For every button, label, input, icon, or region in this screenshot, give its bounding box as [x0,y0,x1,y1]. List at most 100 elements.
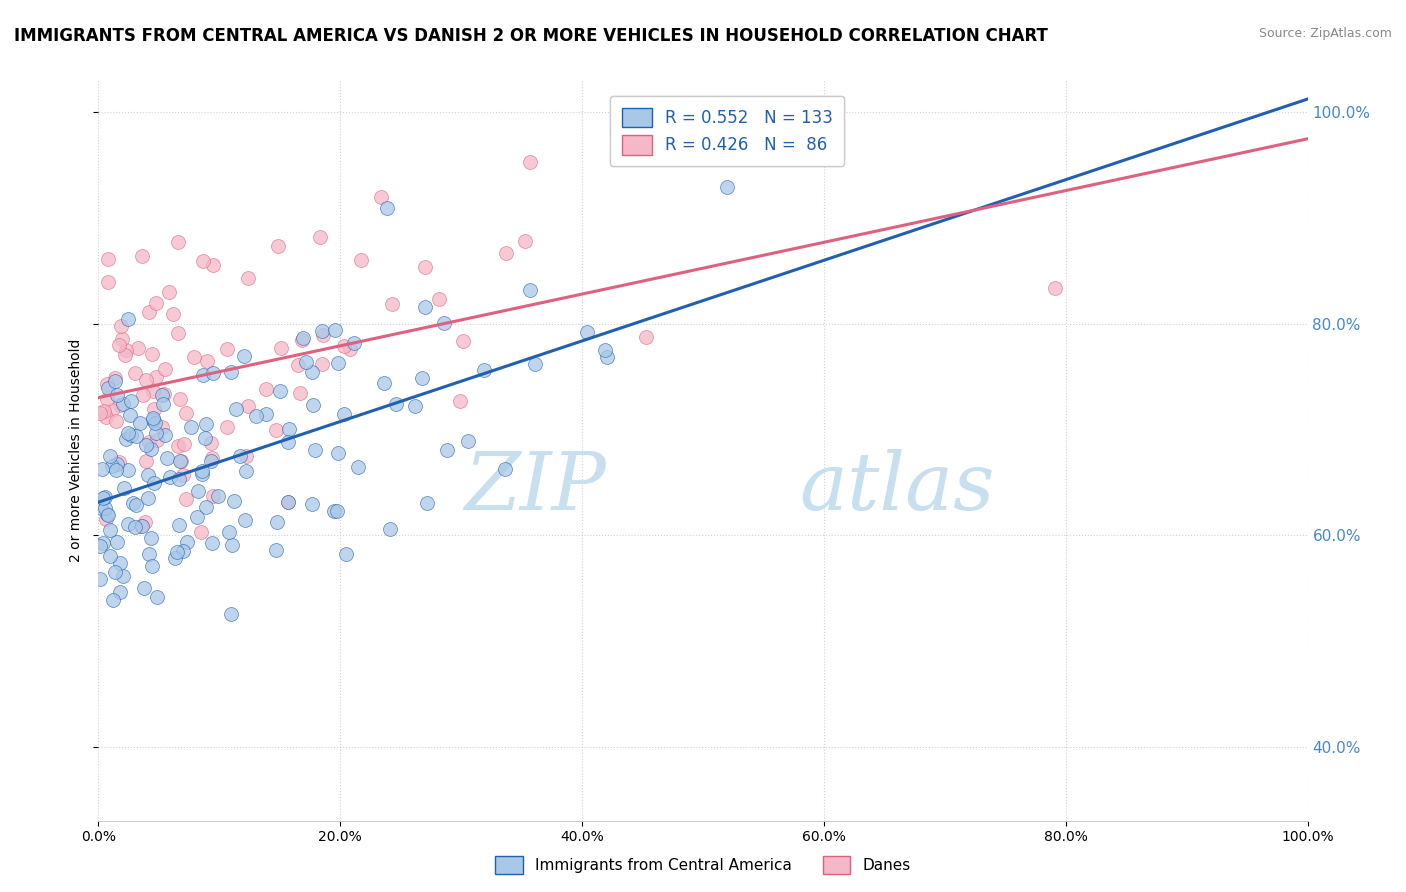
Point [519,284,541,298]
Point [304,442,326,457]
Point [301,365,323,379]
Point [311,324,333,338]
Point [380,522,402,536]
Point [323,323,346,337]
Point [101,458,124,473]
Point [112,569,135,583]
Point [153,361,176,376]
Point [194,417,217,431]
Point [278,422,301,436]
Point [235,464,257,478]
Legend: R = 0.552   N = 133, R = 0.426   N =  86: R = 0.552 N = 133, R = 0.426 N = 86 [610,96,845,166]
Point [145,425,167,440]
Point [89,406,111,420]
Point [515,234,537,248]
Point [108,398,131,412]
Point [172,468,194,483]
Point [97,508,120,523]
Point [233,513,256,527]
Point [381,297,404,311]
Point [112,481,135,495]
Point [120,428,142,442]
Point [138,491,160,505]
Point [576,325,599,339]
Point [169,392,191,407]
Text: Source: ZipAtlas.com: Source: ZipAtlas.com [1258,27,1392,40]
Point [201,536,224,550]
Point [413,300,436,314]
Point [193,368,215,383]
Point [145,417,167,431]
Point [139,532,162,546]
Point [453,334,475,349]
Point [138,435,160,450]
Point [166,545,188,559]
Point [157,285,180,300]
Point [111,332,134,346]
Point [201,451,224,466]
Point [173,437,195,451]
Point [187,483,209,498]
Point [104,566,127,580]
Point [96,376,118,391]
Point [129,416,152,430]
Point [291,333,314,347]
Point [207,489,229,503]
Point [96,508,118,522]
Point [190,467,212,481]
Point [201,259,224,273]
Point [167,518,190,533]
Point [98,523,121,537]
Point [97,381,120,395]
Point [277,434,299,449]
Point [129,519,152,533]
Point [311,357,333,371]
Point [202,489,225,503]
Point [120,409,142,423]
Point [716,180,738,194]
Point [146,433,169,447]
Point [174,491,197,506]
Point [138,547,160,561]
Point [91,461,114,475]
Point [326,355,349,369]
Point [110,556,132,570]
Point [98,449,121,463]
Point [90,500,112,515]
Point [159,469,181,483]
Point [124,520,146,534]
Point [191,464,214,478]
Point [295,355,318,369]
Point [104,414,127,428]
Point [270,341,292,355]
Point [267,239,290,253]
Point [254,382,277,396]
Point [117,425,139,440]
Point [169,472,191,486]
Point [449,393,471,408]
Point [145,370,167,384]
Point [143,402,166,417]
Point [117,312,139,326]
Point [328,446,350,460]
Point [93,404,115,418]
Point [596,350,619,364]
Point [229,449,252,463]
Point [200,435,222,450]
Point [339,342,361,356]
Point [142,411,165,425]
Point [142,384,165,398]
Point [186,509,208,524]
Point [93,535,115,549]
Point [238,399,260,413]
Point [309,230,332,244]
Point [131,519,153,533]
Point [97,275,120,289]
Point [94,500,117,515]
Point [494,461,516,475]
Point [433,316,456,330]
Point [152,396,174,410]
Point [266,542,288,557]
Point [287,358,309,372]
Point [134,372,156,386]
